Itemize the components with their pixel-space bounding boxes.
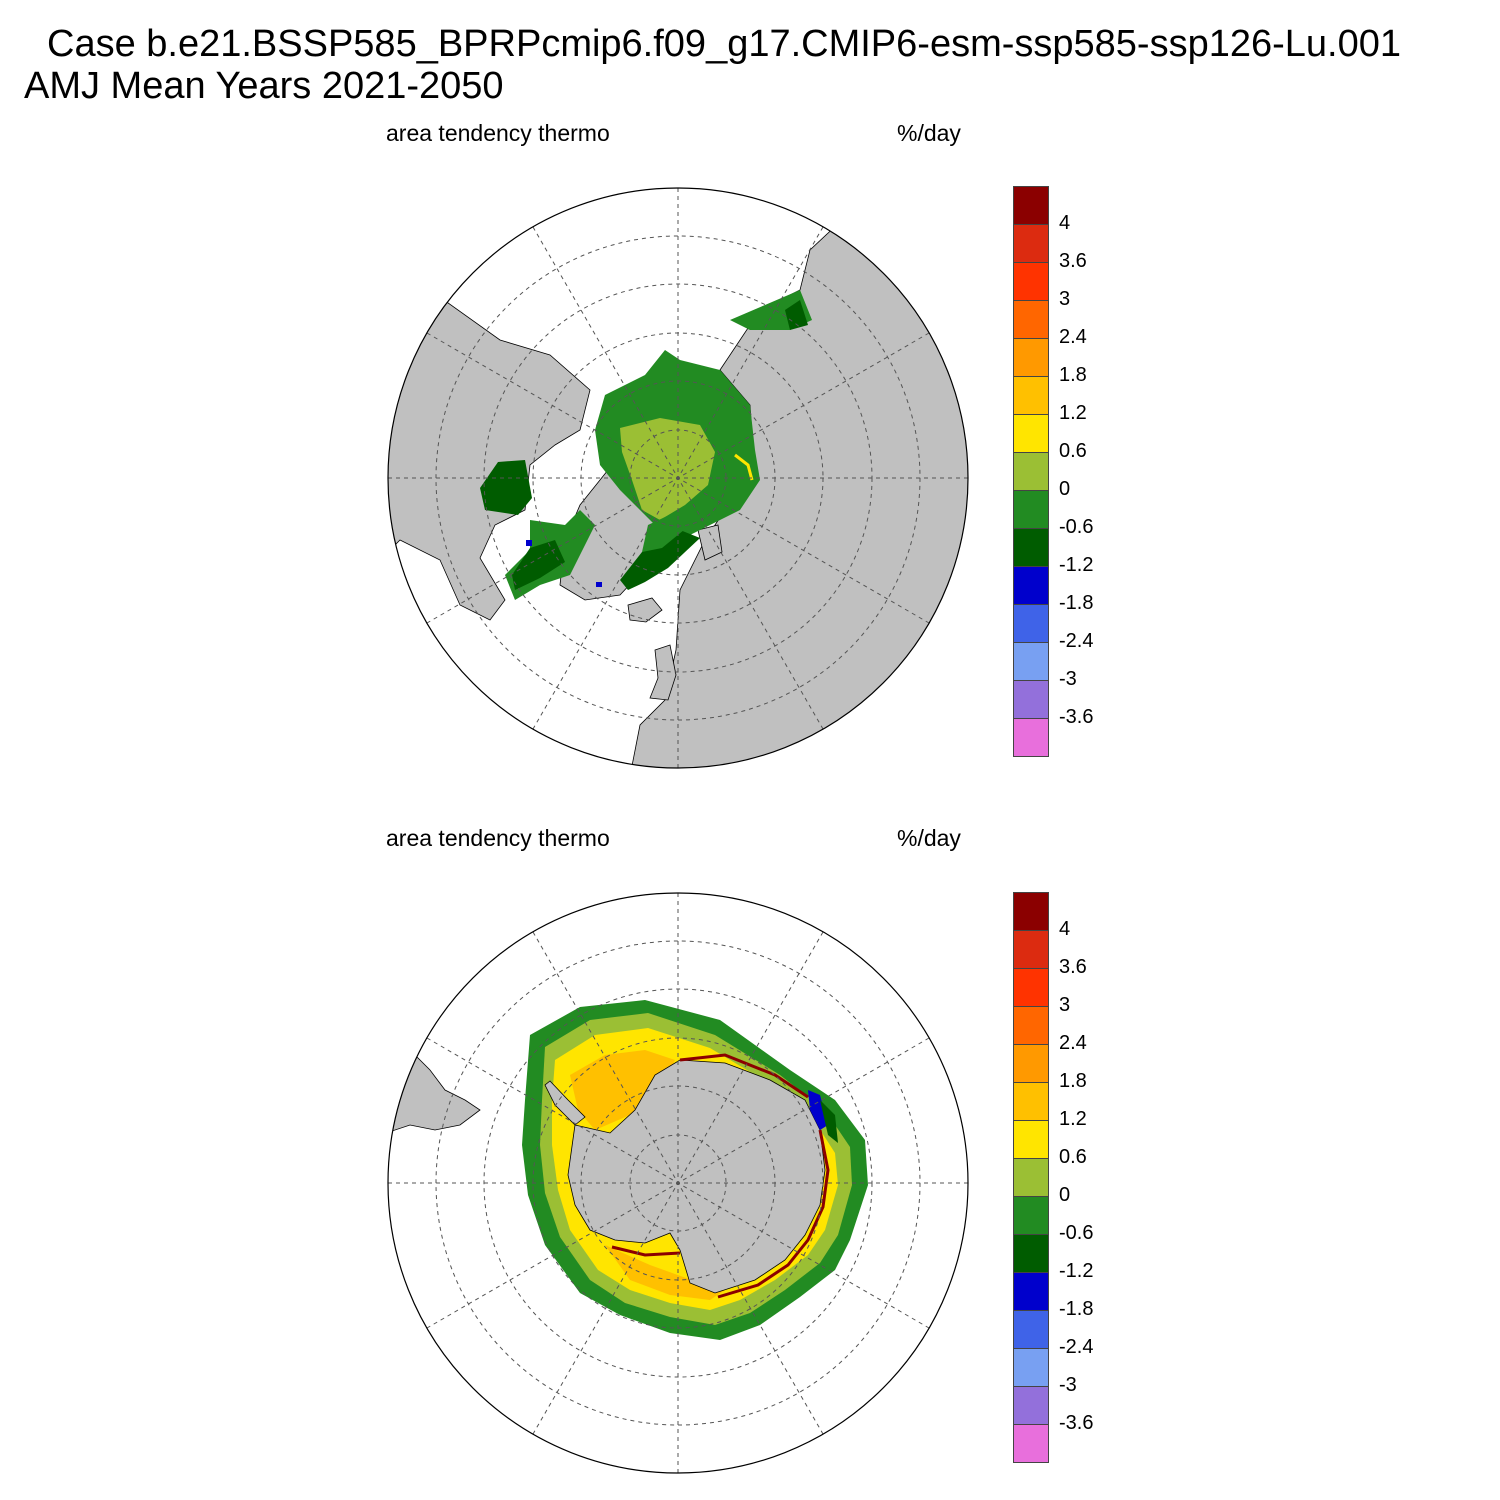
north-colorbar-label: -3 xyxy=(1059,668,1077,690)
north-colorbar-label: -0.6 xyxy=(1059,516,1094,538)
north-field-bering-dark xyxy=(785,300,808,330)
north-colorbar-label: 0 xyxy=(1059,478,1071,500)
south-colorbar-box xyxy=(1013,1234,1049,1273)
north-colorbar-label: 1.8 xyxy=(1059,364,1087,386)
south-colorbar-box xyxy=(1013,1310,1049,1349)
south-panel-units-label: %/day xyxy=(897,825,961,851)
south-colorbar: 4 3.6 3 2.4 1.8 1.2 0.6 0 -0.6 -1.2 -1.8… xyxy=(1013,892,1093,1463)
north-field-yellow-edge xyxy=(734,453,754,481)
south-land-antarctic-peninsula xyxy=(544,1080,586,1126)
north-colorbar-box xyxy=(1013,604,1049,643)
north-colorbar-box xyxy=(1013,224,1049,263)
north-colorbar-label: 3.6 xyxy=(1059,250,1087,272)
south-land-antarctica xyxy=(567,1059,826,1294)
north-field-blue-spot-2 xyxy=(596,582,602,587)
south-field-dark-green-patch xyxy=(820,1100,838,1143)
figure-title-line2: AMJ Mean Years 2021-2050 xyxy=(24,65,504,107)
north-colorbar-label: 3 xyxy=(1059,288,1071,310)
north-polar-map xyxy=(387,187,969,769)
north-land-uk xyxy=(649,644,677,701)
south-colorbar-label: -1.2 xyxy=(1059,1260,1094,1282)
north-panel-left-label: area tendency thermo xyxy=(386,120,610,146)
north-colorbar-label: 2.4 xyxy=(1059,326,1087,348)
north-colorbar-box xyxy=(1013,452,1049,491)
south-colorbar-box xyxy=(1013,1348,1049,1387)
south-colorbar-label: 3 xyxy=(1059,994,1071,1016)
south-field-red-edge xyxy=(611,1053,830,1299)
south-colorbar-label: -1.8 xyxy=(1059,1298,1094,1320)
north-colorbar-label: 0.6 xyxy=(1059,440,1087,462)
south-colorbar-label: 2.4 xyxy=(1059,1032,1087,1054)
north-graticule xyxy=(388,188,968,768)
north-colorbar-box xyxy=(1013,566,1049,605)
north-colorbar-label: -1.8 xyxy=(1059,592,1094,614)
north-field-hudson-bay xyxy=(480,460,532,515)
north-field-central-arctic xyxy=(620,418,715,520)
south-colorbar-label: 4 xyxy=(1059,918,1071,940)
south-panel-left-label: area tendency thermo xyxy=(386,825,610,851)
south-colorbar-label: -3.6 xyxy=(1059,1412,1094,1434)
north-colorbar-box xyxy=(1013,376,1049,415)
north-panel-units-label: %/day xyxy=(897,120,961,146)
north-land-iceland xyxy=(627,597,663,623)
south-colorbar-box xyxy=(1013,1082,1049,1121)
south-colorbar-label: 3.6 xyxy=(1059,956,1087,978)
south-colorbar-box xyxy=(1013,1044,1049,1083)
south-colorbar-box xyxy=(1013,1272,1049,1311)
south-field-orange-yellow xyxy=(570,1050,675,1130)
north-colorbar-label: -1.2 xyxy=(1059,554,1094,576)
figure-title-line1: Case b.e21.BSSP585_BPRPcmip6.f09_g17.CMI… xyxy=(47,23,1401,65)
south-colorbar-box xyxy=(1013,968,1049,1007)
north-map-border xyxy=(387,187,969,769)
north-colorbar-box xyxy=(1013,414,1049,453)
north-colorbar-box xyxy=(1013,300,1049,339)
north-colorbar-box xyxy=(1013,528,1049,567)
south-colorbar-box xyxy=(1013,1006,1049,1045)
south-colorbar-box xyxy=(1013,892,1049,931)
south-colorbar-box xyxy=(1013,930,1049,969)
north-colorbar: 4 3.6 3 2.4 1.8 1.2 0.6 0 -0.6 -1.2 -1.8… xyxy=(1013,186,1093,757)
south-colorbar-box xyxy=(1013,1120,1049,1159)
north-colorbar-box xyxy=(1013,186,1049,225)
south-colorbar-label: 1.2 xyxy=(1059,1108,1087,1130)
north-colorbar-label: 1.2 xyxy=(1059,402,1087,424)
south-colorbar-label: 0 xyxy=(1059,1184,1071,1206)
south-colorbar-box xyxy=(1013,1196,1049,1235)
north-field-blue-spot-1 xyxy=(526,540,532,546)
north-colorbar-label: 4 xyxy=(1059,212,1071,234)
north-field-east-greenland xyxy=(642,510,690,552)
north-field-labrador-dark xyxy=(512,540,565,590)
north-colorbar-label: -2.4 xyxy=(1059,630,1094,652)
south-colorbar-box xyxy=(1013,1424,1049,1463)
south-colorbar-label: 0.6 xyxy=(1059,1146,1087,1168)
north-colorbar-box xyxy=(1013,718,1049,757)
north-colorbar-box xyxy=(1013,680,1049,719)
south-field-blue-patch xyxy=(808,1090,828,1130)
south-colorbar-label: -0.6 xyxy=(1059,1222,1094,1244)
north-colorbar-box xyxy=(1013,642,1049,681)
south-graticule xyxy=(388,893,968,1473)
south-colorbar-box xyxy=(1013,1386,1049,1425)
north-colorbar-box xyxy=(1013,262,1049,301)
north-colorbar-box xyxy=(1013,338,1049,377)
north-field-barents-dark xyxy=(620,530,700,590)
south-colorbar-box xyxy=(1013,1158,1049,1197)
south-polar-map xyxy=(387,892,969,1474)
north-land-svalbard xyxy=(697,524,723,561)
south-map-border xyxy=(387,892,969,1474)
south-colorbar-label: -3 xyxy=(1059,1374,1077,1396)
south-colorbar-label: 1.8 xyxy=(1059,1070,1087,1092)
north-colorbar-label: -3.6 xyxy=(1059,706,1094,728)
north-colorbar-box xyxy=(1013,490,1049,529)
south-colorbar-label: -2.4 xyxy=(1059,1336,1094,1358)
